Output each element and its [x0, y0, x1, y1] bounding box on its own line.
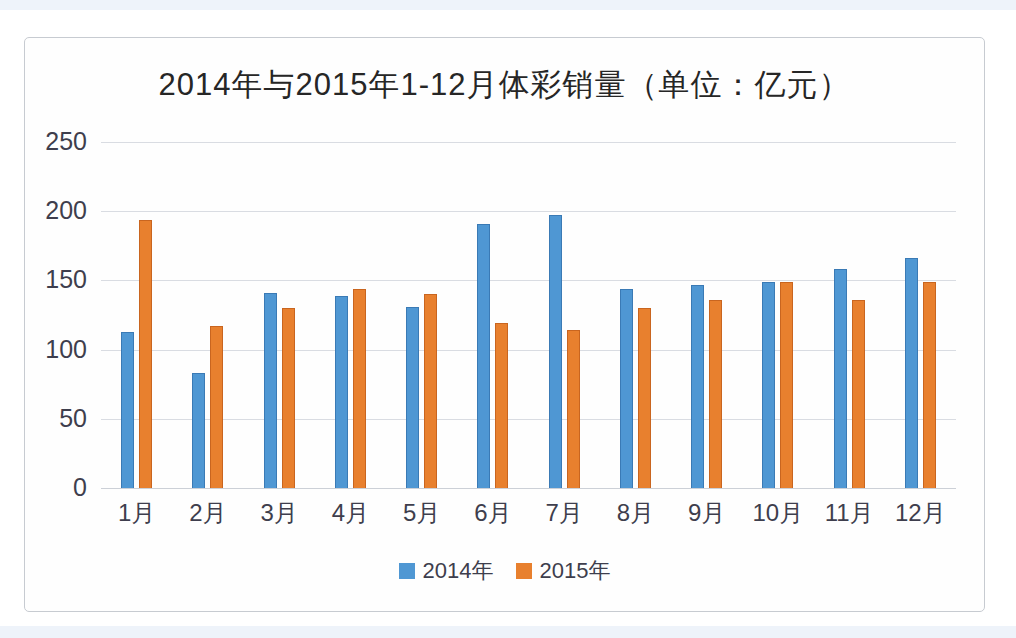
bar-group-8月 [600, 142, 671, 488]
bar-group-2月 [172, 142, 243, 488]
chart-legend: 2014年 2015年 [25, 556, 984, 586]
chart-title: 2014年与2015年1-12月体彩销量（单位：亿元） [25, 64, 984, 106]
bar-2015年-9月 [709, 300, 722, 488]
bar-2015年-8月 [638, 308, 651, 488]
page-top-strip [0, 0, 1016, 10]
page-bottom-strip [0, 626, 1016, 638]
x-tick-label-8月: 8月 [600, 497, 671, 529]
bar-2015年-10月 [780, 282, 793, 488]
y-tick-label: 250 [25, 129, 87, 154]
bar-2015年-11月 [852, 300, 865, 488]
plot-area [101, 142, 956, 488]
x-tick-label-3月: 3月 [244, 497, 315, 529]
y-tick-label: 0 [25, 475, 87, 500]
x-tick-label-10月: 10月 [742, 497, 813, 529]
bar-group-5月 [386, 142, 457, 488]
bar-2014年-9月 [691, 285, 704, 488]
x-tick-label-4月: 4月 [315, 497, 386, 529]
bar-2014年-12月 [905, 258, 918, 488]
y-tick-label: 200 [25, 198, 87, 223]
bar-2014年-11月 [834, 269, 847, 488]
legend-swatch-icon [399, 563, 415, 579]
x-tick-label-12月: 12月 [885, 497, 956, 529]
bar-2015年-1月 [139, 220, 152, 488]
x-tick-label-1月: 1月 [101, 497, 172, 529]
legend-label: 2015年 [540, 556, 611, 586]
bar-2014年-6月 [477, 224, 490, 488]
bar-group-10月 [742, 142, 813, 488]
bar-2014年-7月 [549, 215, 562, 488]
x-tick-label-2月: 2月 [172, 497, 243, 529]
bar-2014年-1月 [121, 332, 134, 488]
legend-item-2014年: 2014年 [399, 556, 494, 586]
x-tick-label-6月: 6月 [457, 497, 528, 529]
bar-2015年-7月 [567, 330, 580, 488]
legend-label: 2014年 [423, 556, 494, 586]
bar-group-9月 [671, 142, 742, 488]
x-tick-label-9月: 9月 [671, 497, 742, 529]
bar-groups [101, 142, 956, 488]
x-tick-label-5月: 5月 [386, 497, 457, 529]
bar-group-7月 [529, 142, 600, 488]
y-tick-label: 150 [25, 267, 87, 292]
bar-2014年-10月 [762, 282, 775, 488]
x-tick-label-7月: 7月 [529, 497, 600, 529]
bar-2014年-5月 [406, 307, 419, 488]
x-axis-labels: 1月2月3月4月5月6月7月8月9月10月11月12月 [101, 497, 956, 529]
bar-group-3月 [244, 142, 315, 488]
y-tick-label: 100 [25, 337, 87, 362]
legend-item-2015年: 2015年 [516, 556, 611, 586]
bar-2014年-3月 [264, 293, 277, 488]
bar-2015年-12月 [923, 282, 936, 488]
chart-container: 2014年与2015年1-12月体彩销量（单位：亿元） 0 50 100 150 200… [24, 37, 985, 612]
bar-group-6月 [457, 142, 528, 488]
bar-2015年-5月 [424, 294, 437, 488]
y-axis-labels: 050100150200250 [25, 142, 87, 488]
bar-2014年-8月 [620, 289, 633, 488]
bar-2015年-2月 [210, 326, 223, 488]
bar-group-4月 [315, 142, 386, 488]
legend-swatch-icon [516, 563, 532, 579]
gridline-0 [101, 488, 956, 489]
bar-2015年-6月 [495, 323, 508, 488]
x-tick-label-11月: 11月 [814, 497, 885, 529]
bar-2014年-4月 [335, 296, 348, 488]
bar-group-12月 [885, 142, 956, 488]
bar-group-1月 [101, 142, 172, 488]
y-tick-label: 50 [25, 406, 87, 431]
bar-2015年-3月 [282, 308, 295, 488]
bar-group-11月 [814, 142, 885, 488]
bar-2014年-2月 [192, 373, 205, 488]
bar-2015年-4月 [353, 289, 366, 488]
